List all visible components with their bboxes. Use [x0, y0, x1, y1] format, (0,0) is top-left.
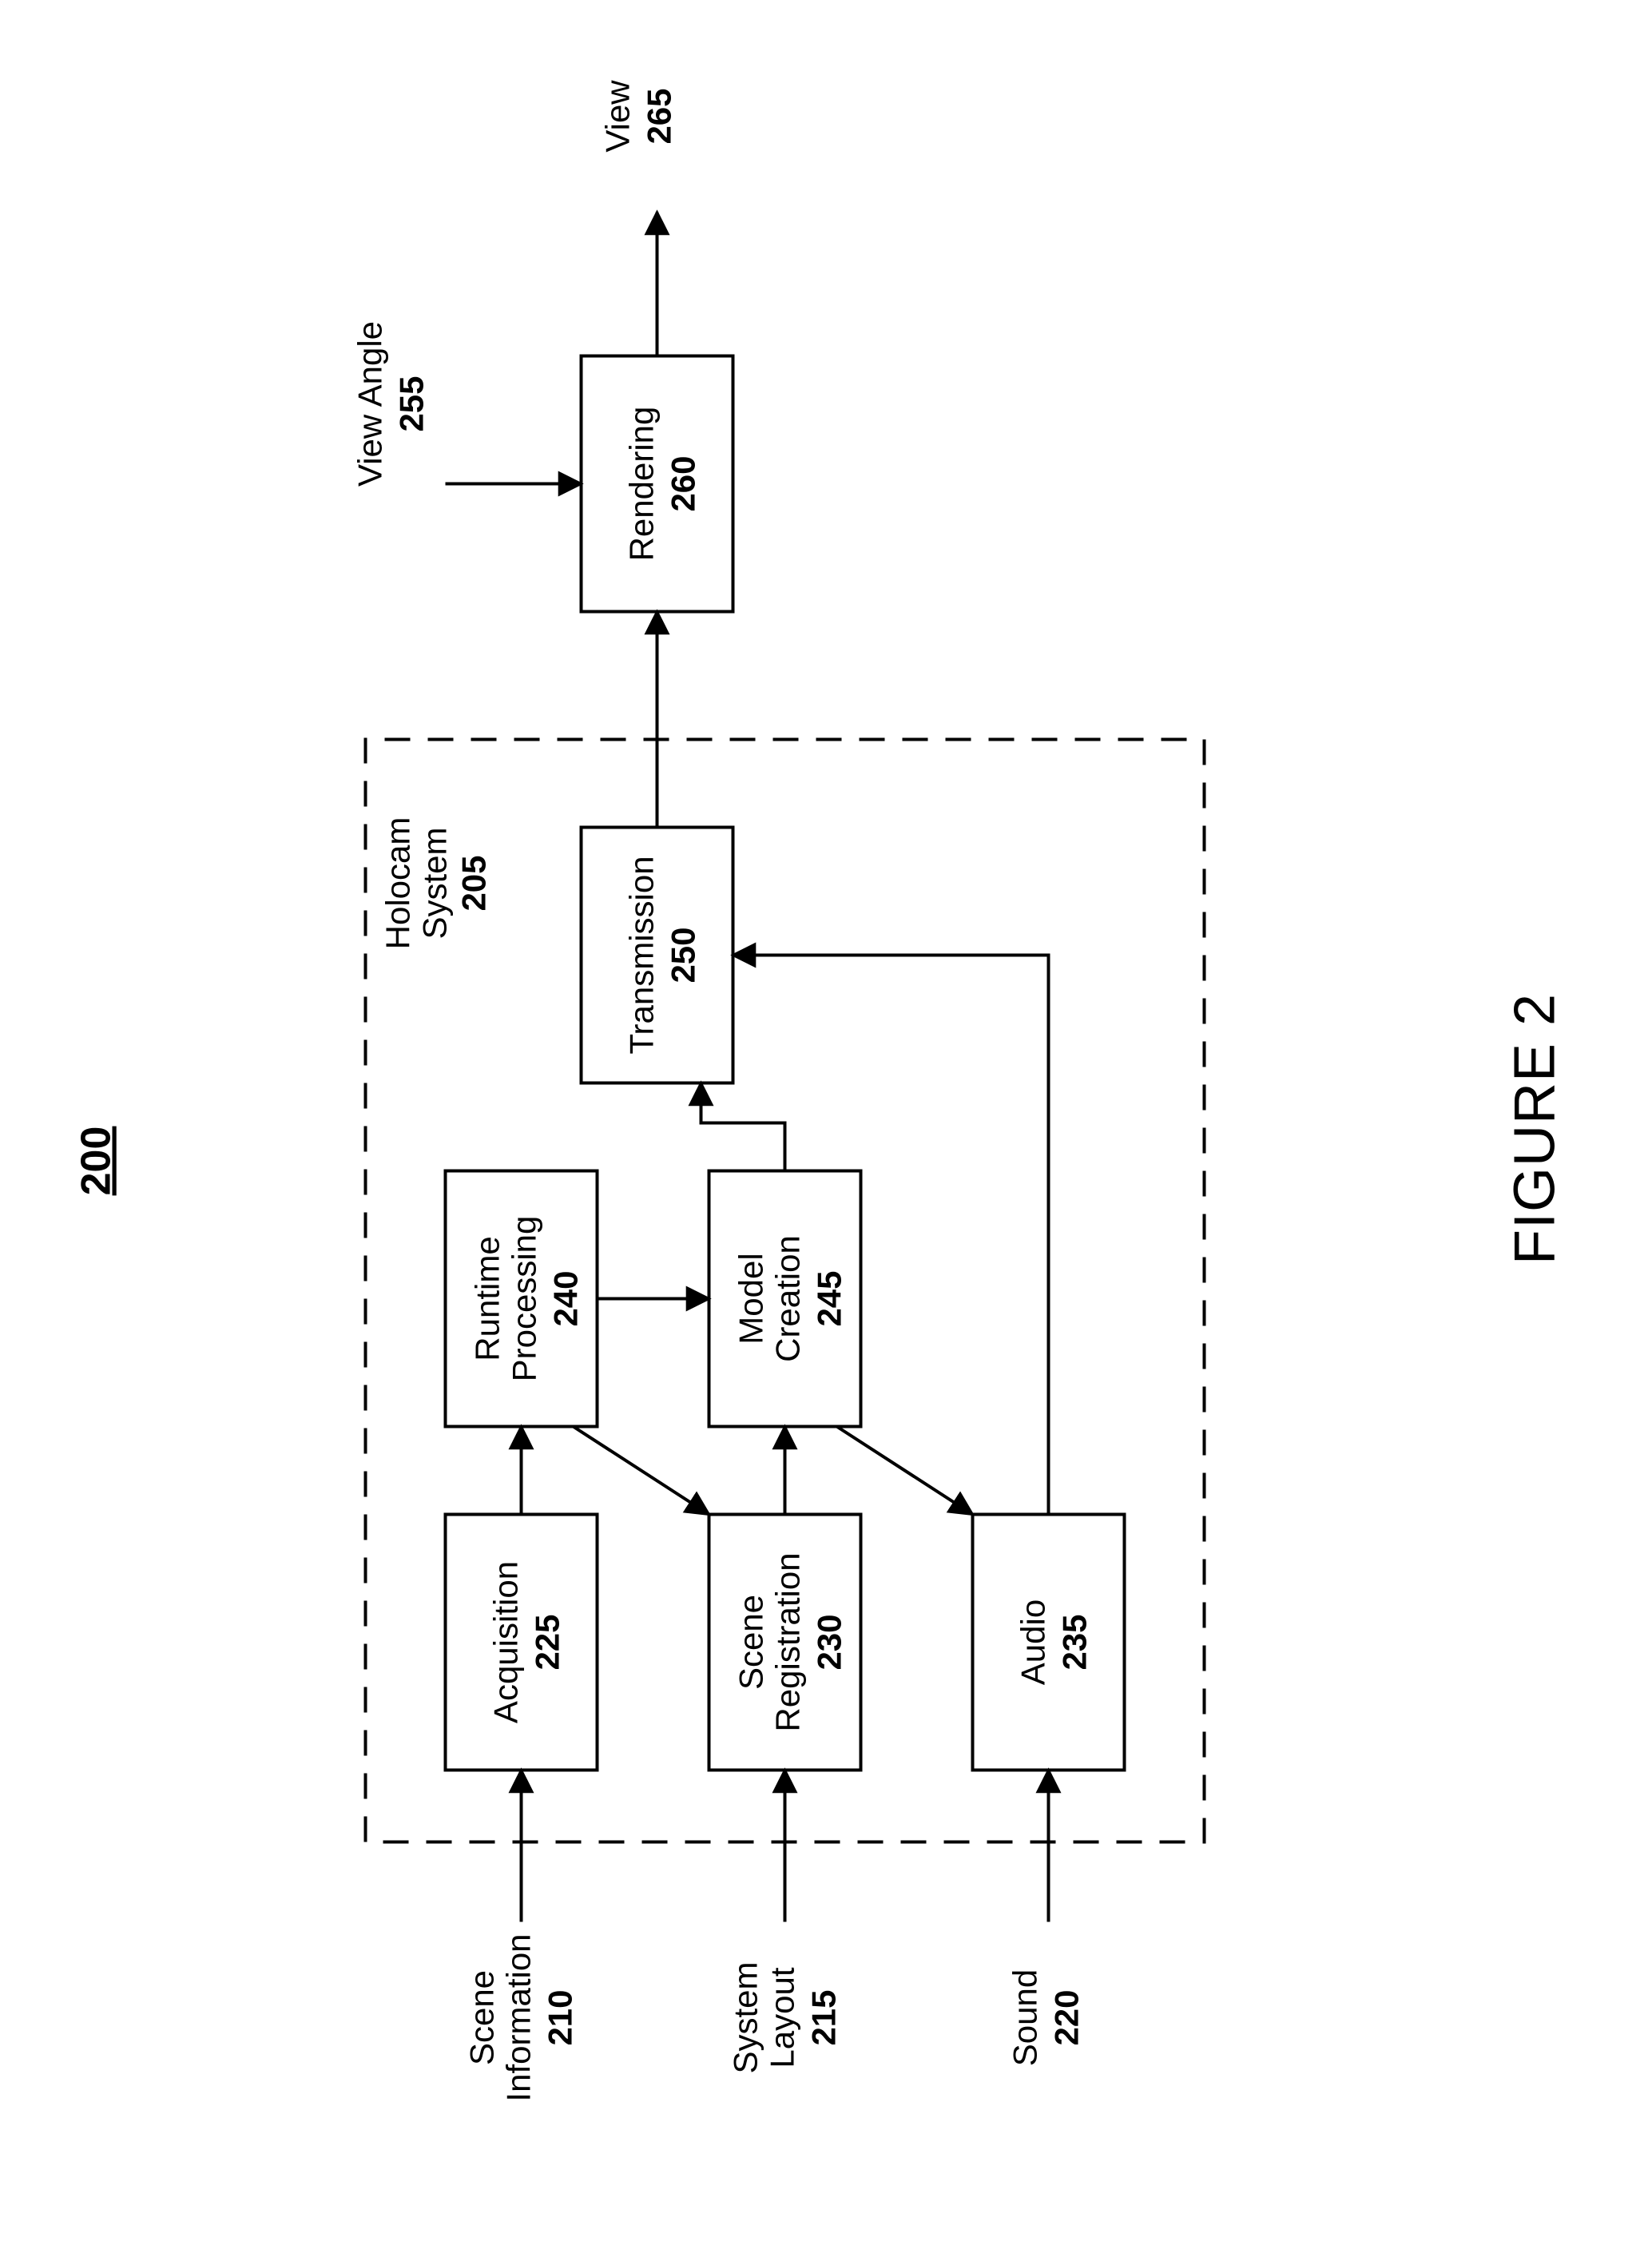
box-acquisition-label: Acquisition: [487, 1560, 525, 1723]
box-audio-num: 235: [1056, 1614, 1094, 1670]
input-system_layout-label: SystemLayout: [727, 1961, 801, 2073]
flowchart-svg: 200HolocamSystem205Acquisition225SceneRe…: [0, 0, 1650, 2257]
input-sound-num: 220: [1048, 1989, 1086, 2045]
input-view_angle-label: View Angle: [351, 320, 389, 486]
input-view-num: 265: [641, 88, 678, 144]
input-scene_info-num: 210: [542, 1989, 579, 2045]
box-model-num: 245: [811, 1270, 848, 1326]
input-sound-label: Sound: [1007, 1969, 1044, 2065]
diagram-stage: 200HolocamSystem205Acquisition225SceneRe…: [0, 0, 1652, 2257]
box-transmission-label: Transmission: [623, 856, 661, 1054]
edge-runtime_to_sreg: [574, 1426, 709, 1514]
box-runtime-num: 240: [547, 1270, 585, 1326]
edge-model_to_audio: [837, 1426, 973, 1514]
edge-model_to_trans: [701, 1083, 785, 1170]
box-transmission-num: 250: [665, 927, 702, 983]
holocam-system-num: 205: [455, 855, 493, 911]
input-view-label: View: [599, 79, 637, 152]
page-number: 200: [73, 1126, 120, 1195]
input-view_angle-num: 255: [393, 376, 431, 431]
figure-caption: FIGURE 2: [1503, 992, 1567, 1264]
box-scene_reg-num: 230: [811, 1614, 848, 1670]
input-scene_info-label: SceneInformation: [463, 1933, 538, 2101]
box-runtime-label: RuntimeProcessing: [469, 1215, 543, 1381]
box-acquisition-num: 225: [529, 1614, 566, 1670]
box-audio-label: Audio: [1015, 1599, 1052, 1684]
input-system_layout-num: 215: [805, 1989, 843, 2045]
box-rendering-label: Rendering: [623, 406, 661, 561]
box-model-label: ModelCreation: [733, 1235, 807, 1362]
box-rendering-num: 260: [665, 455, 702, 511]
holocam-system-label: HolocamSystem: [379, 817, 454, 949]
